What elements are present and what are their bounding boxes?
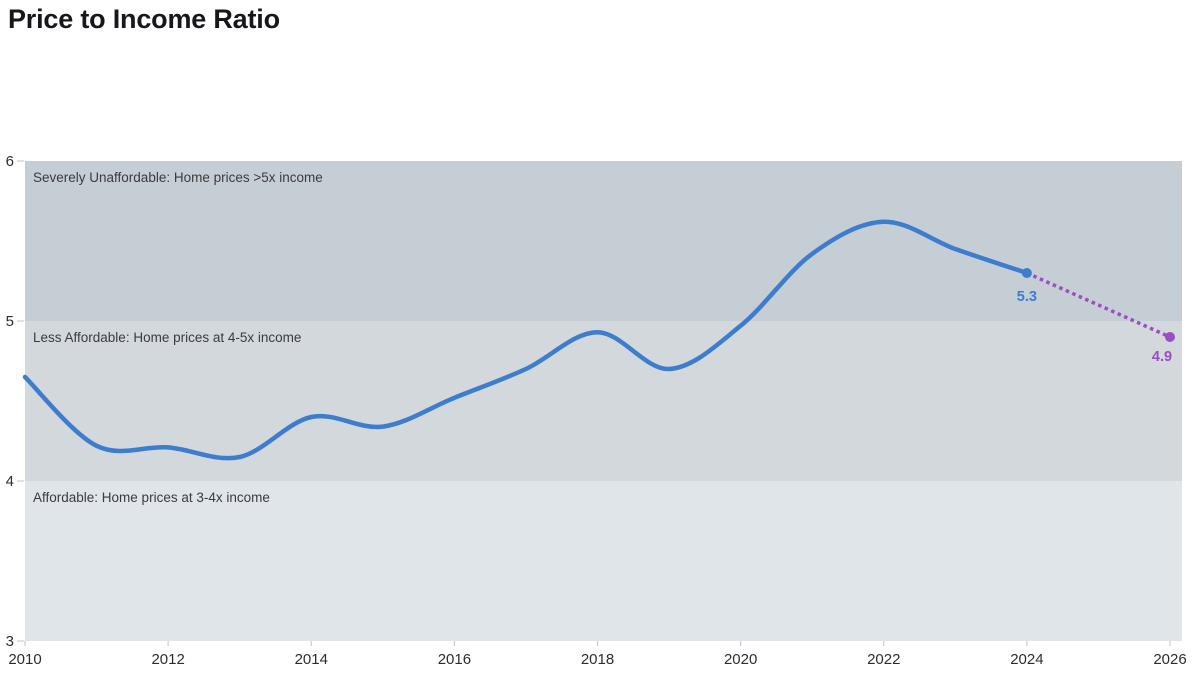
chart-title: Price to Income Ratio — [8, 4, 280, 34]
affordability-bands — [25, 161, 1182, 641]
historical-end-value-label: 5.3 — [1017, 289, 1037, 305]
y-axis-label: 4 — [6, 473, 14, 490]
x-axis-label: 2010 — [8, 651, 41, 668]
band-labels: Severely Unaffordable: Home prices >5x i… — [33, 170, 323, 505]
x-axis-label: 2014 — [295, 651, 328, 668]
x-axis-label: 2022 — [867, 651, 900, 668]
band-less-affordable — [25, 321, 1182, 481]
band-severely-unaffordable — [25, 161, 1182, 321]
band-label-affordable: Affordable: Home prices at 3-4x income — [33, 490, 270, 505]
y-axis-label: 5 — [6, 313, 14, 330]
x-axis-label: 2024 — [1010, 651, 1043, 668]
band-affordable — [25, 481, 1182, 641]
historical-line — [22, 219, 1030, 461]
forecast-endpoint-dot — [1165, 332, 1175, 342]
band-label-severely-unaffordable: Severely Unaffordable: Home prices >5x i… — [33, 170, 323, 185]
historical-endpoint-dot — [1021, 268, 1032, 278]
forecast-line — [1026, 271, 1171, 339]
x-axis-label: 2020 — [724, 651, 757, 668]
band-label-less-affordable: Less Affordable: Home prices at 4-5x inc… — [33, 330, 301, 345]
y-axis-label: 3 — [6, 633, 14, 650]
x-axis-label: 2016 — [438, 651, 471, 668]
x-axis-label: 2026 — [1153, 651, 1186, 668]
x-axis-label: 2012 — [151, 651, 184, 668]
y-axis-label: 6 — [6, 153, 14, 170]
forecast-end-value-label: 4.9 — [1152, 349, 1172, 365]
x-axis-label: 2018 — [581, 651, 614, 668]
x-axis: 2010 2012 2014 2016 2018 2020 2022 2024 … — [8, 641, 1187, 668]
y-axis: 6 5 4 3 — [6, 153, 24, 650]
